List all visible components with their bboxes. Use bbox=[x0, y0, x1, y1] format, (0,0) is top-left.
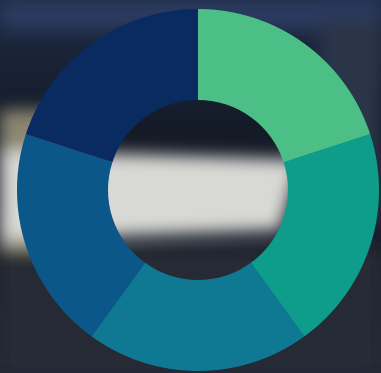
donut-segment bbox=[250, 134, 379, 337]
donut-segment bbox=[198, 9, 371, 163]
donut-segment bbox=[16, 134, 146, 337]
donut-chart bbox=[16, 9, 379, 372]
donut-segment bbox=[25, 9, 199, 163]
donut-segment bbox=[91, 262, 305, 372]
